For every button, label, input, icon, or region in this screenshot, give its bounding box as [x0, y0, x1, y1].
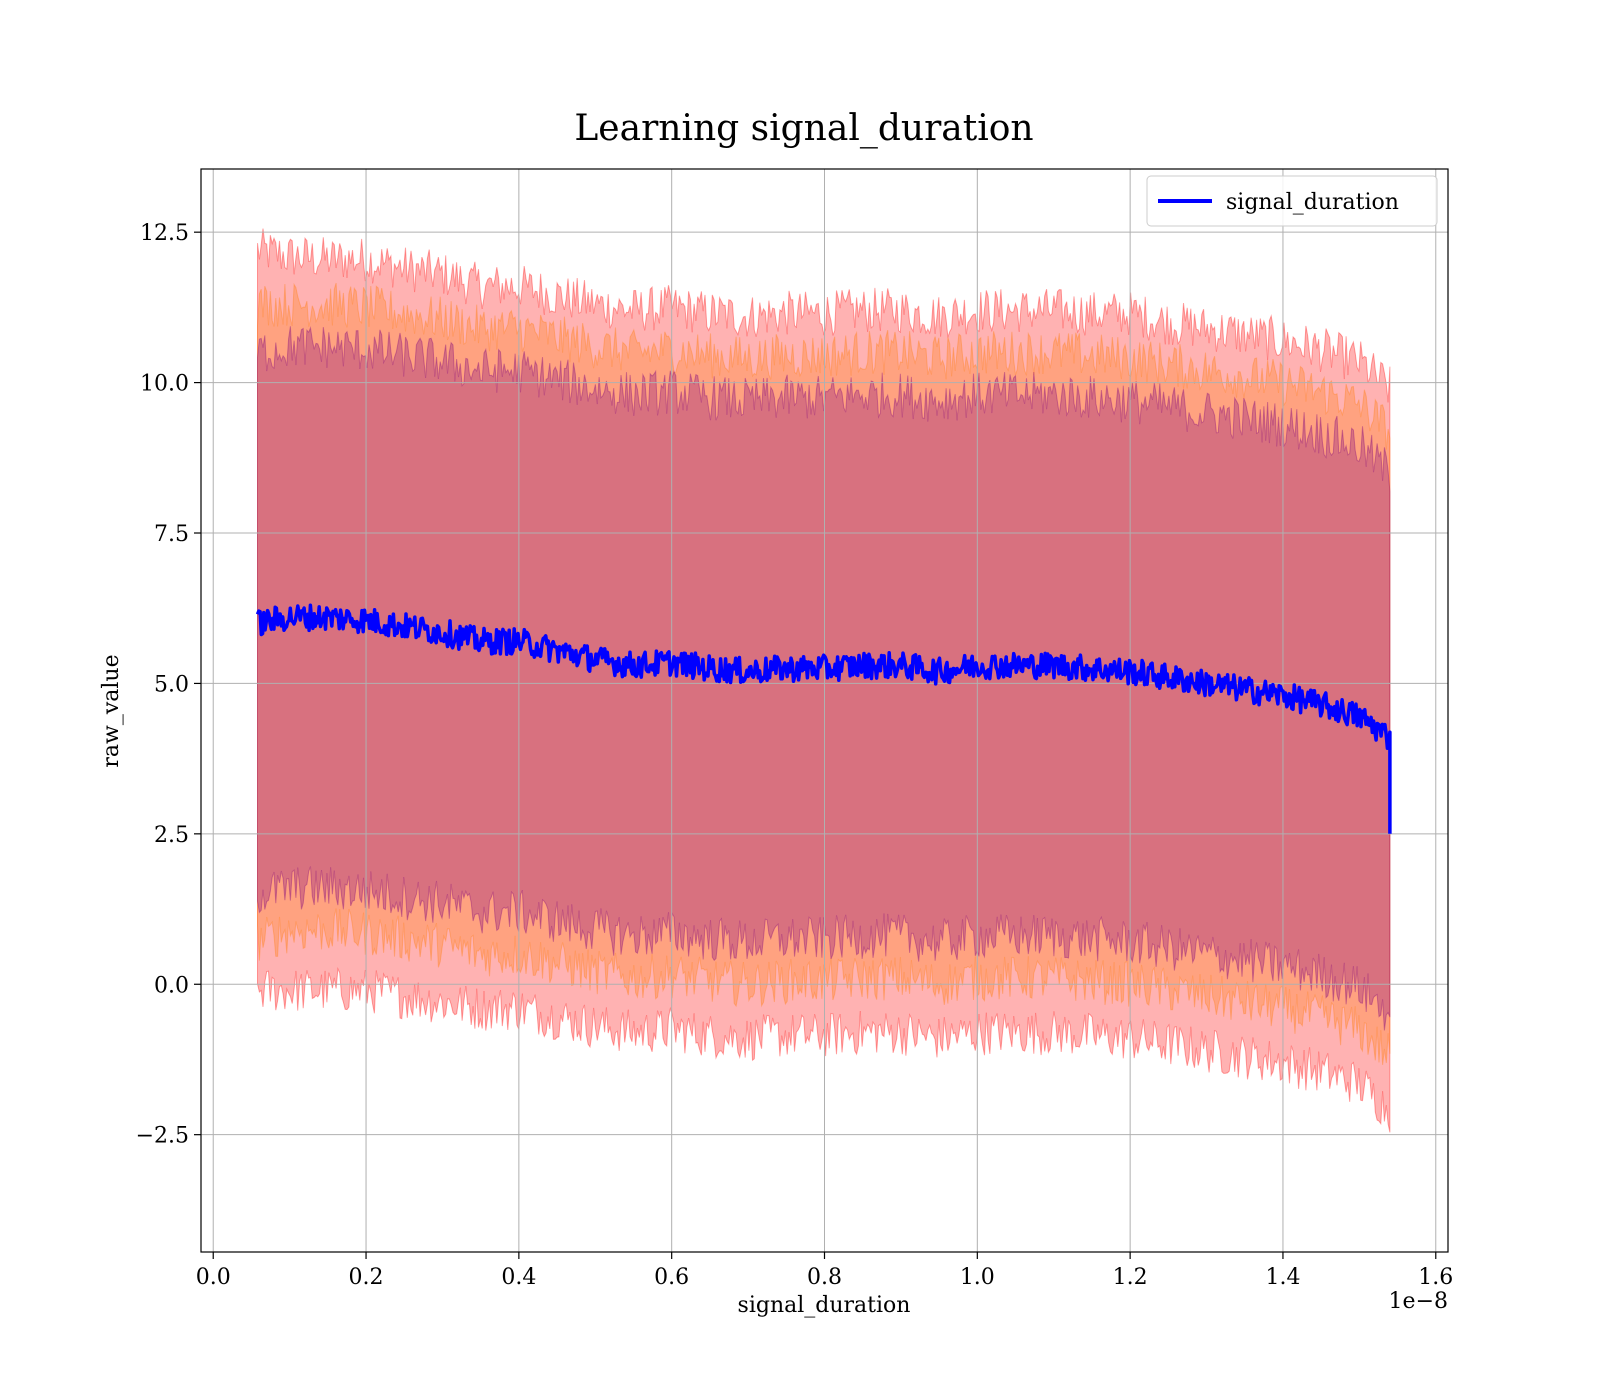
y-tick-label: 7.5 — [154, 522, 189, 547]
series-lines — [255, 603, 1392, 834]
legend-label: signal_duration — [1226, 190, 1399, 215]
y-tick-label: 10.0 — [140, 372, 189, 397]
middle-band — [257, 282, 1391, 1065]
y-tick-label: −2.5 — [136, 1124, 189, 1149]
outer-band — [257, 228, 1391, 1133]
x-axis-offset-label: 1e−8 — [1389, 1289, 1448, 1314]
x-tick-label: 0.4 — [501, 1265, 536, 1290]
x-tick-label: 0.2 — [349, 1265, 384, 1290]
x-tick-label: 1.4 — [1265, 1265, 1300, 1290]
series-line-signal_duration — [255, 603, 1392, 834]
x-tick-label: 1.6 — [1418, 1265, 1453, 1290]
y-tick-label: 5.0 — [154, 672, 189, 697]
y-axis-ticks: −2.5 0.0 2.5 5.0 7.5 10.0 12.5 — [136, 221, 201, 1149]
y-tick-label: 2.5 — [154, 823, 189, 848]
x-tick-label: 1.0 — [960, 1265, 995, 1290]
x-axis-label: signal_duration — [738, 1293, 911, 1318]
y-tick-label: 0.0 — [154, 973, 189, 998]
x-tick-label: 0.6 — [654, 1265, 689, 1290]
x-tick-label: 1.2 — [1113, 1265, 1148, 1290]
x-tick-label: 0.8 — [807, 1265, 842, 1290]
x-tick-label: 0.0 — [196, 1265, 231, 1290]
confidence-bands — [257, 228, 1391, 1133]
y-tick-label: 12.5 — [140, 221, 189, 246]
legend: signal_duration — [1146, 175, 1438, 227]
y-axis-label: raw_value — [99, 654, 124, 767]
chart-title: Learning signal_duration — [574, 108, 1033, 149]
x-axis-ticks: 0.0 0.2 0.4 0.6 0.8 1.0 1.2 1.4 1.6 — [196, 1252, 1453, 1290]
grid — [201, 169, 1448, 1252]
legend-box — [1146, 175, 1438, 227]
